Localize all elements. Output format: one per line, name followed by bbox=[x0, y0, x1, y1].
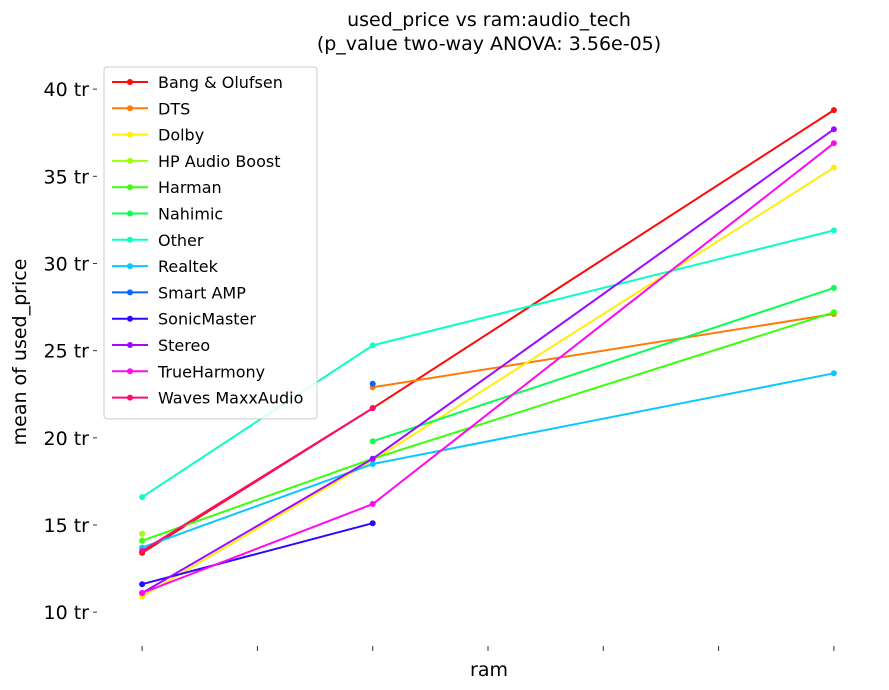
data-point bbox=[830, 140, 837, 147]
data-point bbox=[830, 370, 837, 377]
data-point bbox=[830, 309, 837, 316]
series-trueharmony bbox=[139, 140, 837, 596]
legend-item: SonicMaster bbox=[112, 310, 256, 329]
data-point bbox=[369, 438, 376, 445]
data-point bbox=[830, 227, 837, 234]
legend-label: Dolby bbox=[158, 126, 204, 145]
data-point bbox=[139, 589, 146, 596]
data-point bbox=[830, 284, 837, 291]
legend-item: Smart AMP bbox=[112, 283, 246, 302]
legend-item: Harman bbox=[112, 178, 222, 197]
chart-title: used_price vs ram:audio_tech bbox=[347, 9, 631, 31]
legend-label: SonicMaster bbox=[158, 310, 256, 329]
y-tick-label: 15 tr bbox=[44, 515, 90, 537]
y-tick-label: 35 tr bbox=[44, 166, 90, 188]
legend-swatch-marker bbox=[127, 184, 133, 191]
y-axis: 10 tr 15 tr 20 tr 25 tr 30 tr 35 tr 40 tr bbox=[44, 79, 97, 624]
legend: Bang & Olufsen DTS Dolby HP Audio Boost Harm… bbox=[103, 66, 318, 420]
y-tick-label: 30 tr bbox=[44, 253, 90, 275]
series-sonicmaster bbox=[139, 520, 376, 588]
y-tick-label: 40 tr bbox=[44, 79, 90, 101]
series-other bbox=[139, 227, 837, 501]
data-point bbox=[139, 581, 146, 588]
legend-swatch-marker bbox=[127, 289, 133, 296]
data-point bbox=[139, 494, 146, 501]
legend-item: Bang & Olufsen bbox=[112, 73, 283, 92]
chart-subtitle: (p_value two-way ANOVA: 3.56e-05) bbox=[317, 33, 661, 55]
data-point bbox=[369, 405, 376, 412]
series-waves-maxxaudio bbox=[139, 405, 376, 555]
legend-swatch-marker bbox=[127, 315, 133, 322]
legend-label: HP Audio Boost bbox=[158, 152, 281, 171]
series-line bbox=[372, 286, 835, 443]
legend-swatch-marker bbox=[127, 79, 133, 85]
y-tick-label: 20 tr bbox=[44, 428, 90, 450]
legend-swatch-marker bbox=[127, 263, 133, 270]
data-point bbox=[830, 126, 837, 133]
legend-item: HP Audio Boost bbox=[112, 152, 281, 171]
legend-item: TrueHarmony bbox=[112, 362, 265, 381]
data-point bbox=[369, 520, 376, 527]
data-point bbox=[369, 501, 376, 508]
legend-item: Waves MaxxAudio bbox=[112, 389, 303, 408]
legend-label: Waves MaxxAudio bbox=[158, 389, 303, 408]
series-nahimic bbox=[369, 284, 837, 445]
data-point bbox=[369, 342, 376, 349]
series-hp-audio-boost bbox=[139, 530, 146, 537]
data-point bbox=[830, 107, 837, 114]
y-tick-label: 10 tr bbox=[44, 602, 90, 624]
legend-box bbox=[103, 66, 318, 420]
legend-item: Realtek bbox=[112, 257, 219, 276]
series-line bbox=[372, 313, 835, 389]
data-point bbox=[830, 164, 837, 171]
data-point bbox=[369, 460, 376, 467]
legend-swatch-marker bbox=[127, 131, 133, 138]
legend-item: DTS bbox=[112, 99, 190, 118]
legend-label: Realtek bbox=[158, 257, 219, 276]
legend-swatch-marker bbox=[127, 157, 133, 164]
data-point bbox=[139, 530, 146, 537]
plot-area bbox=[139, 107, 837, 600]
legend-label: Bang & Olufsen bbox=[158, 73, 283, 92]
legend-swatch-marker bbox=[127, 236, 133, 243]
legend-swatch-marker bbox=[127, 105, 133, 112]
legend-label: DTS bbox=[158, 99, 190, 118]
legend-item: Nahimic bbox=[112, 205, 223, 224]
legend-swatch-marker bbox=[127, 394, 133, 401]
series-line bbox=[141, 522, 373, 586]
data-point bbox=[369, 455, 376, 462]
x-axis-label: ram bbox=[470, 659, 508, 681]
data-point bbox=[139, 548, 146, 555]
legend-swatch-marker bbox=[127, 342, 133, 348]
legend-swatch-marker bbox=[127, 210, 133, 217]
y-axis-label: mean of used_price bbox=[9, 259, 31, 446]
x-axis bbox=[141, 646, 835, 651]
legend-item: Stereo bbox=[112, 336, 210, 355]
legend-label: Stereo bbox=[158, 336, 210, 355]
legend-label: TrueHarmony bbox=[157, 362, 265, 381]
y-tick-label: 25 tr bbox=[44, 341, 90, 363]
legend-label: Other bbox=[158, 231, 204, 250]
data-point bbox=[139, 537, 146, 544]
legend-swatch-marker bbox=[127, 368, 133, 375]
data-point bbox=[369, 380, 376, 387]
legend-item: Other bbox=[112, 231, 204, 250]
legend-label: Smart AMP bbox=[158, 283, 246, 302]
legend-item: Dolby bbox=[112, 126, 204, 145]
legend-label: Harman bbox=[158, 178, 222, 197]
series-smart-amp bbox=[369, 380, 376, 387]
series-line bbox=[141, 407, 374, 552]
legend-label: Nahimic bbox=[158, 205, 223, 224]
